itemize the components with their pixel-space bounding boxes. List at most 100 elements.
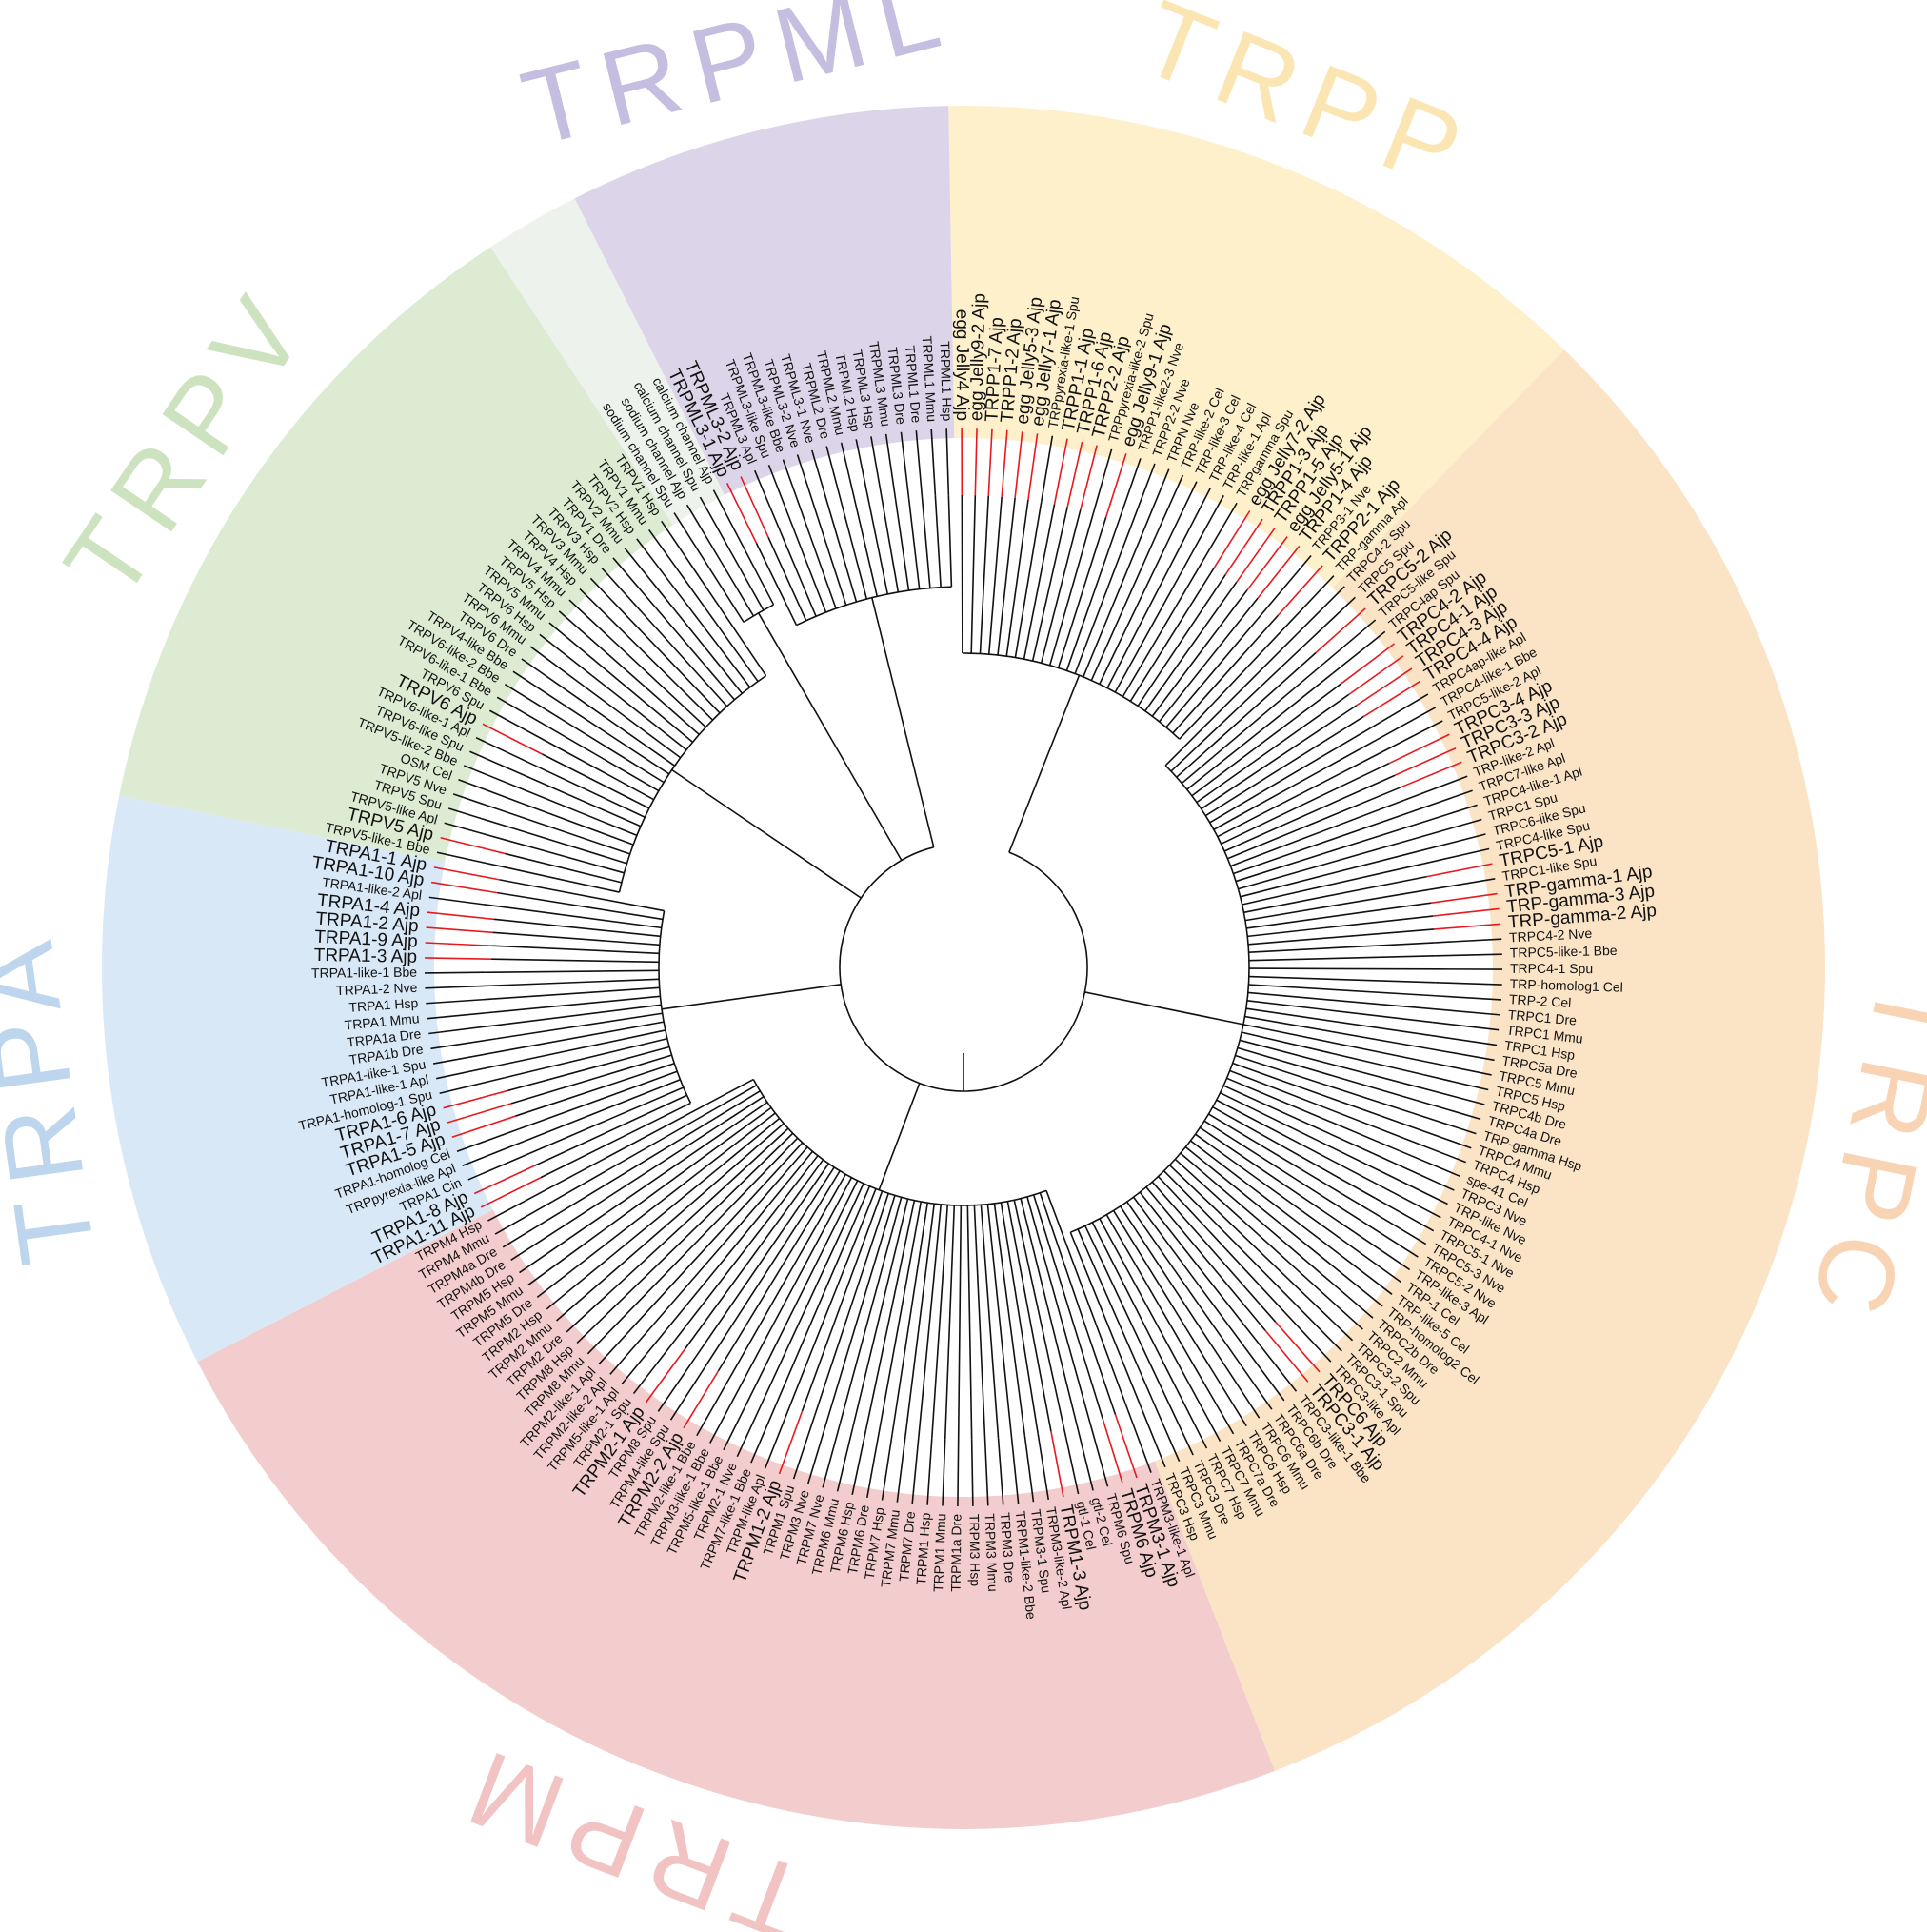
leaf-label: TRPML1 Mmu (920, 335, 940, 422)
leaf-branch (1005, 499, 1029, 657)
leaf-branch (1168, 1165, 1305, 1295)
leaf-branch (504, 1037, 668, 1079)
leaf-branch (1129, 567, 1216, 702)
leaf-tip-branch (1092, 448, 1113, 514)
leaf-tip-branch (529, 646, 585, 687)
leaf-branch (566, 1096, 765, 1225)
leaf-branch (1023, 504, 1056, 660)
leaf-tip-branch (609, 1323, 655, 1375)
leaf-tip-branch (796, 454, 819, 519)
leaf-branch (491, 969, 660, 973)
leaf-branch (891, 1203, 929, 1435)
leaf-branch (1241, 1031, 1424, 1076)
leaf-label: TRPM1 Mmu (930, 1513, 948, 1592)
leaf-tip-branch (432, 1050, 500, 1065)
leaf-branch (589, 1112, 776, 1258)
clade-stem (871, 597, 935, 848)
leaf-branch (1099, 1218, 1189, 1384)
leaf-branch (708, 568, 745, 623)
leaf-tip-branch (1435, 938, 1502, 944)
leaf-branch (1006, 1201, 1052, 1432)
leaf-tip-branch (1412, 1112, 1477, 1135)
leaf-tip-branch (1199, 1375, 1235, 1435)
leaf-branch (1180, 1152, 1323, 1276)
leaf-branch (492, 986, 660, 1000)
leaf-branch (493, 918, 661, 938)
leaf-branch (944, 1205, 956, 1440)
leaf-tip-branch (458, 779, 522, 804)
leaf-tip-branch (1348, 655, 1404, 696)
leaf-branch (1125, 1201, 1235, 1356)
leaf-tip-branch (1287, 575, 1335, 626)
leaf-tip-branch (740, 476, 769, 538)
leaf-branch (1223, 774, 1396, 852)
clade-sector (490, 198, 725, 526)
leaf-branch (1074, 526, 1132, 674)
leaf-branch (617, 645, 706, 728)
leaf-tip-branch (1394, 747, 1457, 776)
leaf-tip-branch (1409, 789, 1473, 813)
leaf-tip-branch (974, 428, 978, 496)
leaf-branch (1209, 727, 1371, 824)
leaf-tip-branch (612, 557, 658, 609)
clade-stem (671, 768, 862, 899)
leaf-tip-branch (970, 1439, 974, 1506)
clade-stem (878, 1083, 921, 1191)
leaf-tip-branch (1224, 518, 1263, 575)
leaf-tip-branch (673, 512, 711, 570)
leaf-tip-branch (736, 1395, 766, 1458)
leaf-tip-branch (807, 1419, 828, 1484)
leaf-branch (907, 498, 921, 589)
leaf-tip-branch (1041, 435, 1054, 502)
leaf-tip-branch (1080, 445, 1098, 510)
leaf-tip-branch (1377, 707, 1437, 741)
branches (425, 428, 1503, 1506)
leaf-tip-branch (1387, 1174, 1448, 1205)
leaf-branch (615, 1127, 789, 1288)
leaf-branch (979, 495, 990, 654)
leaf-tip-branch (1010, 1437, 1020, 1504)
leaf-branch (744, 548, 775, 606)
leaf-tip-branch (957, 1439, 960, 1506)
leaf-tip-branch (1176, 1388, 1208, 1449)
leaf-branch (1159, 597, 1259, 723)
leaf-branch (1057, 516, 1107, 668)
leaf-branch (514, 1063, 675, 1117)
leaf-branch (1208, 1113, 1370, 1211)
leaf-tip-branch (1423, 847, 1490, 865)
leaf-tip-branch (851, 1429, 867, 1495)
leaf-tip-branch (1431, 892, 1498, 904)
leaf-branch (1151, 1181, 1277, 1323)
leaf-tip-branch (1284, 1312, 1332, 1363)
leaf-label: egg Jelly9-2 Ajp (966, 293, 989, 422)
leaf-tip-branch (1179, 488, 1211, 548)
leaf-branch (957, 1205, 963, 1440)
leaf-label: TRPC4-1 Spu (1510, 961, 1593, 976)
leaf-tip-branch (648, 528, 689, 585)
leaf-tip-branch (997, 1438, 1004, 1505)
leaf-branch (740, 1177, 853, 1385)
leaf-tip-branch (836, 1426, 854, 1492)
leaf-branch (497, 891, 664, 921)
leaf-branch (575, 696, 676, 767)
clade-stem (661, 983, 842, 1010)
leaf-tip-branch (1166, 481, 1198, 543)
leaf-tip-branch (428, 896, 496, 907)
leaf-branch (653, 1146, 808, 1325)
leaf-branch (1230, 799, 1406, 867)
leaf-branch (826, 1195, 896, 1421)
leaf-branch (1065, 521, 1120, 671)
leaf-branch (494, 1004, 662, 1026)
leaf-tip-branch (840, 442, 858, 508)
leaf-branch (554, 729, 660, 792)
leaf-tip-branch (778, 1410, 804, 1475)
leaf-tip-branch (764, 1405, 791, 1469)
leaf-tip-branch (436, 851, 503, 867)
leaf-tip-branch (1435, 994, 1502, 1001)
leaf-branch (1077, 1228, 1154, 1401)
leaf-tip-branch (855, 439, 870, 506)
leaf-branch (1069, 1231, 1142, 1406)
leaf-branch (720, 561, 755, 617)
leaf-tip-branch (1202, 502, 1238, 561)
leaf-tip-branch (1312, 1284, 1363, 1330)
